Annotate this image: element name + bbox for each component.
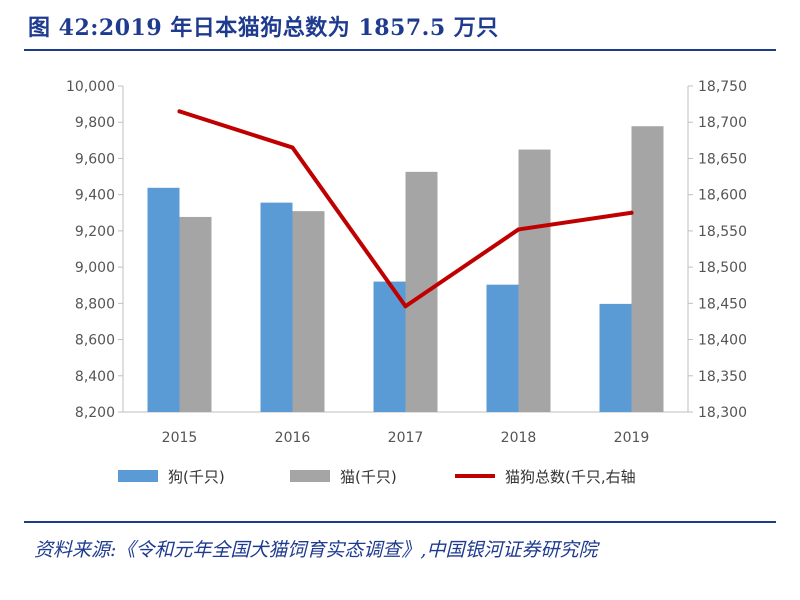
left-tick-label: 10,000 [66, 79, 115, 95]
left-tick-label: 8,800 [75, 296, 115, 312]
x-tick-label: 2016 [275, 430, 311, 446]
left-tick-label: 9,800 [75, 115, 115, 131]
right-tick-label: 18,400 [698, 333, 747, 349]
combo-chart: 8,200 8,400 8,600 8,800 9,000 9,200 9,400 9,600… [66, 79, 747, 486]
legend-item-cat-label: 猫(千只) [340, 468, 397, 486]
right-tick-label: 18,500 [698, 260, 747, 276]
right-tick-label: 18,750 [698, 79, 747, 95]
legend-item-total: 猫狗总数(千只,右轴 [455, 468, 636, 486]
total-point [629, 210, 634, 215]
right-tick-label: 18,300 [698, 405, 747, 421]
source-divider [24, 521, 776, 523]
right-tick-label: 18,450 [698, 296, 747, 312]
left-tick-label: 8,200 [75, 405, 115, 421]
left-tick-label: 8,600 [75, 333, 115, 349]
x-tick-label: 2015 [162, 430, 198, 446]
right-tick-label: 18,550 [698, 224, 747, 240]
line-layer [177, 109, 634, 309]
left-tick-label: 9,000 [75, 260, 115, 276]
cat-bar [405, 171, 438, 412]
left-tick-label: 9,200 [75, 224, 115, 240]
bars-layer [147, 126, 664, 412]
cat-bar [518, 149, 551, 412]
title-row: 图 42:2019 年日本猫狗总数为 1857.5 万只 [28, 8, 499, 44]
dog-bar [599, 303, 632, 412]
title-divider [24, 49, 776, 51]
legend-item-cat: 猫(千只) [290, 468, 397, 486]
x-tick-label: 2018 [501, 430, 537, 446]
left-tick-label: 9,400 [75, 188, 115, 204]
cat-bar [631, 126, 664, 412]
left-tick-label: 9,600 [75, 151, 115, 167]
legend-item-cat-swatch [290, 470, 330, 482]
dog-bar [486, 284, 519, 412]
total-point [516, 227, 521, 232]
cat-bar [292, 211, 325, 412]
legend: 狗(千只) 猫(千只) 猫狗总数(千只,右轴 [118, 468, 636, 486]
right-tick-label: 18,600 [698, 188, 747, 204]
right-tick-label: 18,700 [698, 115, 747, 131]
right-tick-label: 18,650 [698, 151, 747, 167]
total-point [403, 304, 408, 309]
legend-item-dog-label: 狗(千只) [168, 468, 225, 486]
dog-bar [147, 187, 180, 412]
total-point [177, 109, 182, 114]
total-point [290, 145, 295, 150]
dog-bar [373, 281, 406, 412]
left-tick-label: 8,400 [75, 369, 115, 385]
legend-item-dog-swatch [118, 470, 158, 482]
legend-item-total-label: 猫狗总数(千只,右轴 [505, 468, 636, 486]
cat-bar [179, 216, 212, 412]
ticks-layer: 8,200 8,400 8,600 8,800 9,000 9,200 9,400 9,600… [66, 79, 747, 446]
dog-bar [260, 202, 293, 412]
right-tick-label: 18,350 [698, 369, 747, 385]
x-tick-label: 2019 [614, 430, 650, 446]
source-note: 资料来源:《令和元年全国犬猫饲育实态调查》,中国银河证券研究院 [34, 539, 598, 561]
legend-item-dog: 狗(千只) [118, 468, 225, 486]
figure-title: 图 42:2019 年日本猫狗总数为 1857.5 万只 [28, 15, 499, 41]
x-tick-label: 2017 [388, 430, 424, 446]
